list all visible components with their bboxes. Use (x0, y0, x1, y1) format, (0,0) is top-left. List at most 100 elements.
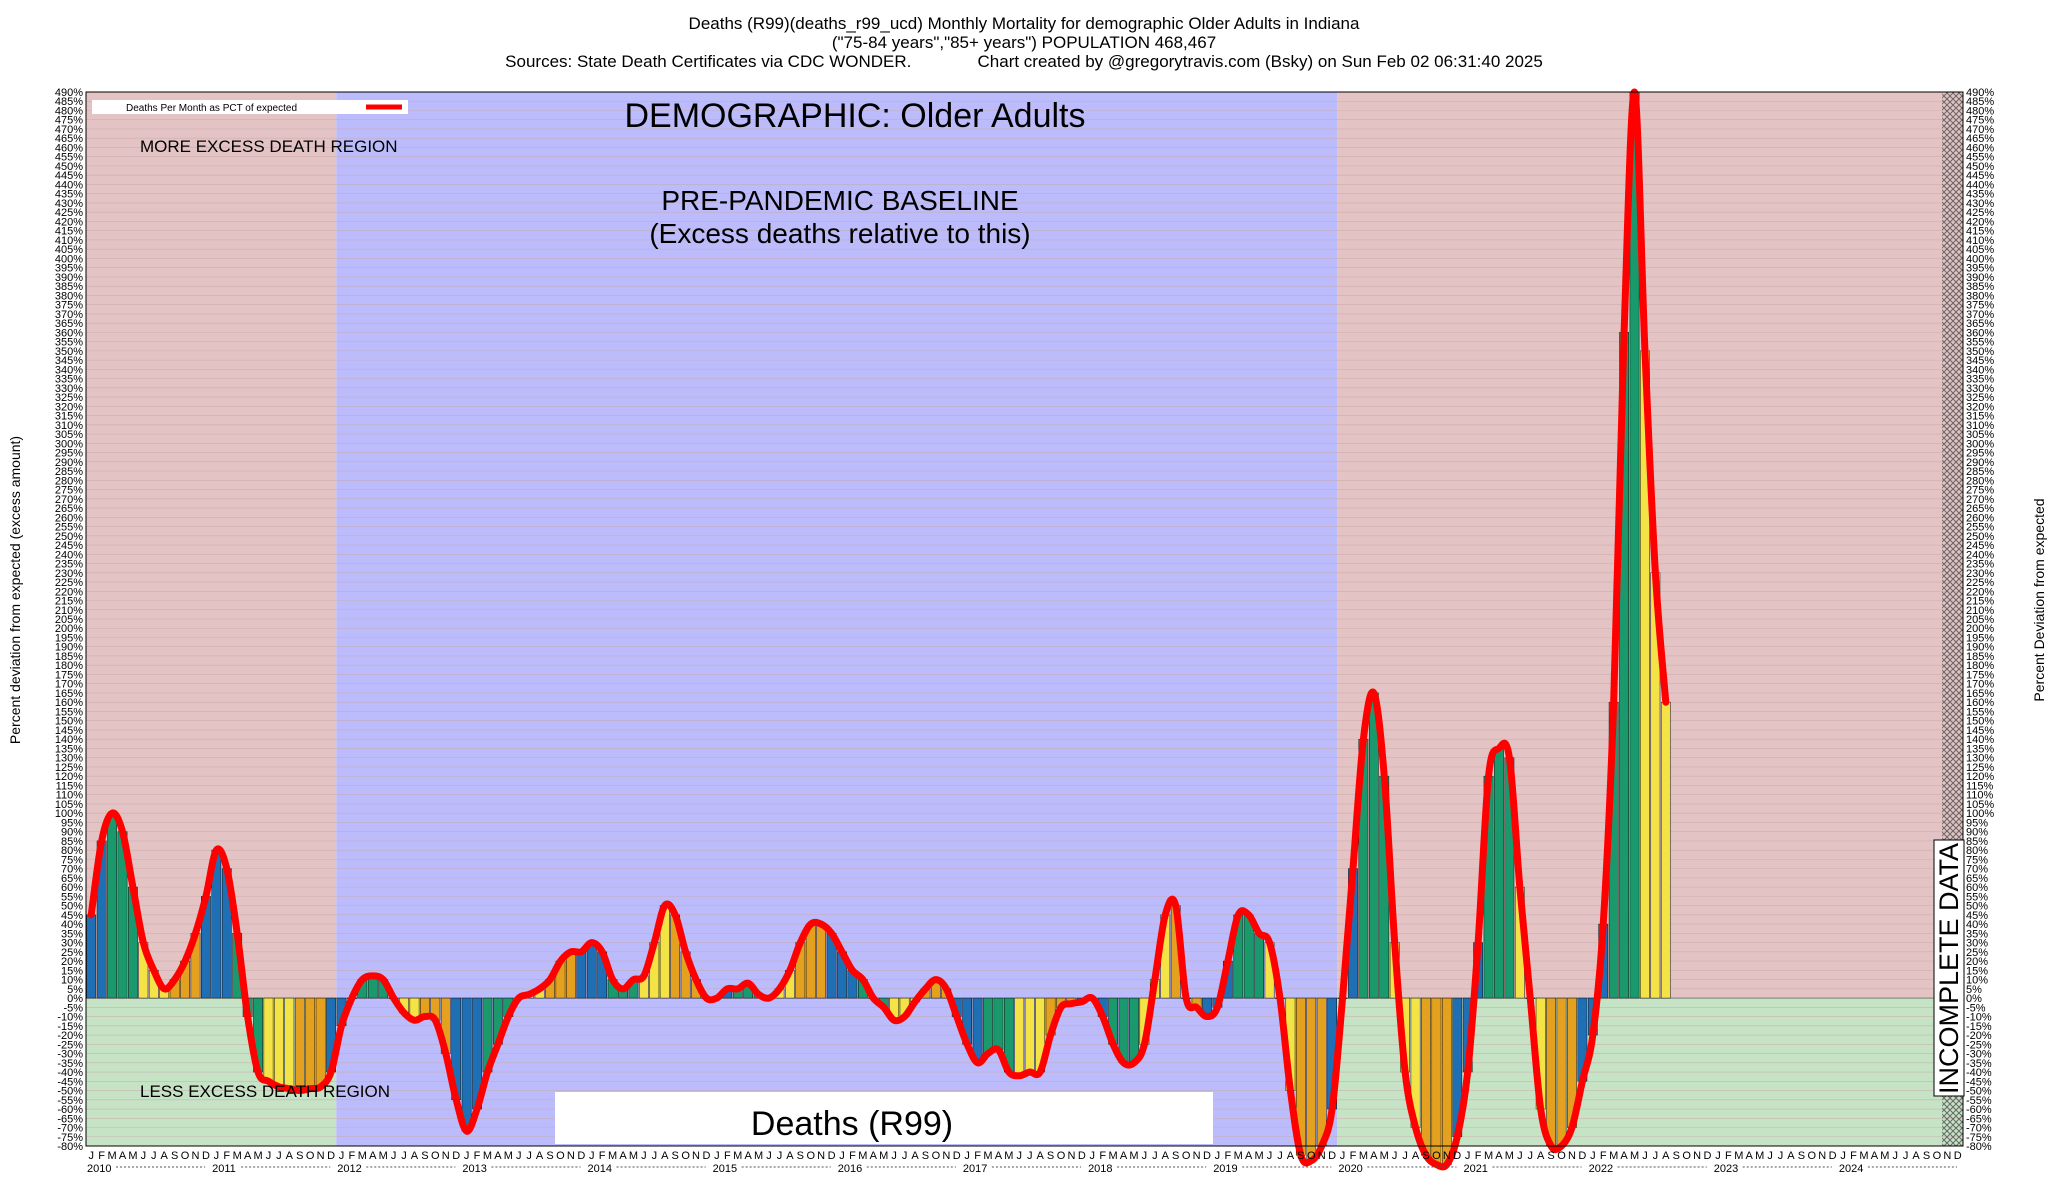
y-tick-label-left: -15% (57, 1021, 83, 1033)
year-label-bg (1836, 1162, 1867, 1174)
y-tick-label-right: 360% (1966, 327, 1994, 339)
y-tick-label-left: -35% (57, 1058, 83, 1070)
y-tick-label-left: 310% (55, 420, 83, 432)
x-month-label: J (151, 1150, 157, 1162)
x-month-label: M (1630, 1150, 1639, 1162)
y-tick-label-left: -60% (57, 1104, 83, 1116)
y-tick-label-right: 240% (1966, 549, 1994, 561)
y-tick-label-left: 365% (55, 318, 83, 330)
y-tick-label-right: 15% (1966, 965, 1988, 977)
y-tick-label-right: 175% (1966, 669, 1994, 681)
less-excess-region-label: LESS EXCESS DEATH REGION (140, 1082, 390, 1101)
y-axis-title-left: Percent deviation from expected (excess … (7, 436, 23, 744)
year-label-bg (710, 1162, 741, 1174)
x-year-label: 2015 (713, 1163, 737, 1175)
x-month-label: M (983, 1150, 992, 1162)
x-month-label: N (1067, 1150, 1075, 1162)
x-month-label: J (641, 1150, 647, 1162)
y-tick-label-left: -70% (57, 1123, 83, 1135)
y-tick-label-left: 160% (55, 697, 83, 709)
y-tick-label-left: 405% (55, 244, 83, 256)
x-month-label: A (369, 1150, 377, 1162)
x-month-label: S (922, 1150, 929, 1162)
x-month-label: F (1350, 1150, 1357, 1162)
y-tick-label-right: -40% (1966, 1067, 1992, 1079)
y-tick-label-right: 190% (1966, 642, 1994, 654)
year-label-bg (85, 1162, 115, 1174)
x-month-label: J (1590, 1150, 1596, 1162)
y-tick-label-left: 230% (55, 568, 83, 580)
x-month-label: A (244, 1150, 252, 1162)
x-month-label: J (401, 1150, 407, 1162)
legend-box (92, 100, 408, 114)
x-month-label: S (1673, 1150, 1680, 1162)
y-tick-label-right: 25% (1966, 947, 1988, 959)
y-tick-label-left: 260% (55, 512, 83, 524)
x-month-label: A (1662, 1150, 1670, 1162)
x-month-label: J (1903, 1150, 1909, 1162)
x-month-label: S (797, 1150, 804, 1162)
x-month-label: A (1120, 1150, 1128, 1162)
trend-line-path (87, 88, 1670, 1171)
x-month-label: J (839, 1150, 845, 1162)
x-month-label: A (286, 1150, 294, 1162)
y-tick-label-left: 150% (55, 716, 83, 728)
more-excess-region-label: MORE EXCESS DEATH REGION (140, 137, 398, 156)
x-month-label: S (671, 1150, 678, 1162)
y-tick-label-left: 15% (61, 965, 83, 977)
y-tick-label-left: 385% (55, 281, 83, 293)
y-tick-label-right: 290% (1966, 457, 1994, 469)
x-month-label: F (599, 1150, 606, 1162)
x-month-label: M (1109, 1150, 1118, 1162)
y-tick-label-left: 125% (55, 762, 83, 774)
x-month-label: O (556, 1150, 565, 1162)
y-tick-label-right: 55% (1966, 891, 1988, 903)
x-month-label: J (1465, 1150, 1471, 1162)
y-tick-label-right: 475% (1966, 115, 1994, 127)
y-tick-label-left: 175% (55, 669, 83, 681)
y-tick-label-right: 270% (1966, 494, 1994, 506)
y-tick-label-right: 320% (1966, 401, 1994, 413)
year-label-bg (835, 1162, 866, 1174)
bar (1316, 997, 1327, 1147)
x-month-label: M (754, 1150, 763, 1162)
x-month-label: O (1682, 1150, 1691, 1162)
y-tick-label-left: 445% (55, 170, 83, 182)
y-tick-label-right: 395% (1966, 263, 1994, 275)
x-month-label: A (1537, 1150, 1545, 1162)
year-label-bg (335, 1162, 366, 1174)
y-tick-label-left: 130% (55, 753, 83, 765)
y-tick-label-left: 240% (55, 549, 83, 561)
y-tick-label-left: 485% (55, 96, 83, 108)
x-month-label: N (442, 1150, 450, 1162)
bar (1129, 997, 1139, 1064)
y-tick-label-right: 255% (1966, 522, 1994, 534)
y-tick-label-right: 300% (1966, 438, 1994, 450)
bar (983, 997, 993, 1054)
y-tick-label-left: 65% (61, 873, 83, 885)
x-month-label: A (661, 1150, 669, 1162)
incomplete-label: INCOMPLETE DATA (1934, 843, 1964, 1094)
x-month-label: J (1267, 1150, 1273, 1162)
x-year-label: 2010 (87, 1163, 111, 1175)
x-year-label: 2022 (1589, 1163, 1613, 1175)
x-month-label: M (1380, 1150, 1389, 1162)
x-month-label: J (391, 1150, 397, 1162)
y-tick-label-right: 480% (1966, 105, 1994, 117)
x-month-label: A (1620, 1150, 1628, 1162)
x-month-label: O (1557, 1150, 1566, 1162)
x-month-label: J (1340, 1150, 1346, 1162)
x-month-label: D (1954, 1150, 1962, 1162)
x-month-label: A (1412, 1150, 1420, 1162)
y-tick-label-left: 280% (55, 475, 83, 487)
y-tick-label-left: -45% (57, 1076, 83, 1088)
year-label-bg (1211, 1162, 1242, 1174)
y-tick-label-left: 270% (55, 494, 83, 506)
y-tick-label-left: 55% (61, 891, 83, 903)
y-tick-label-left: 210% (55, 605, 83, 617)
x-month-label: J (1215, 1150, 1221, 1162)
y-tick-label-left: 450% (55, 161, 83, 173)
bar (305, 997, 316, 1089)
y-tick-label-left: -20% (57, 1030, 83, 1042)
x-month-label: O (1933, 1150, 1942, 1162)
